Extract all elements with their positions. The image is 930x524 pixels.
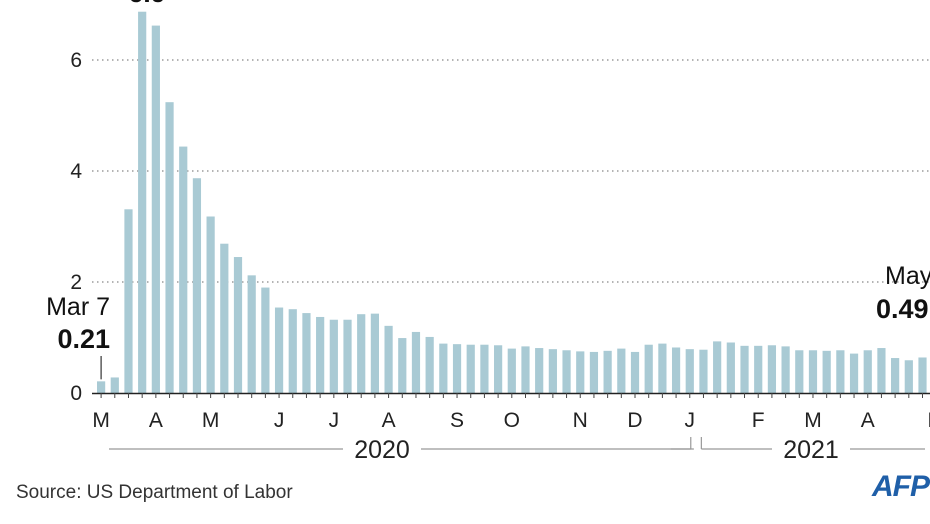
month-label-11: F: [752, 409, 765, 432]
bar-30: [507, 348, 516, 393]
month-label-0: M: [92, 409, 110, 432]
bar-1: [110, 377, 119, 393]
month-label-4: J: [329, 409, 340, 432]
bar-52: [808, 350, 818, 393]
bar-38: [617, 348, 626, 393]
bar-27: [466, 344, 475, 393]
grid-layer: 0 2 4 6: [70, 49, 930, 405]
bar-32: [535, 348, 544, 393]
annotation-end-value: 0.49: [876, 294, 929, 324]
bar-45: [713, 341, 722, 393]
bar-49: [767, 345, 777, 393]
bar-50: [781, 346, 790, 393]
bar-59: [904, 360, 913, 393]
bar-43: [685, 349, 694, 393]
bar-3: [138, 11, 147, 394]
bar-15: [302, 313, 311, 393]
y-tick-label-6: 6: [70, 49, 82, 72]
month-label-8: N: [573, 409, 588, 432]
bar-51: [795, 350, 804, 393]
bar-12: [261, 287, 270, 393]
bar-layer: [97, 11, 927, 394]
year-bracket-2021: 2021: [700, 436, 925, 464]
bar-40: [644, 344, 653, 393]
bar-18: [343, 319, 352, 393]
bar-33: [548, 349, 557, 393]
bar-34: [562, 350, 571, 393]
bar-20: [370, 313, 379, 393]
year-label-1: 2021: [783, 436, 839, 464]
bar-8: [206, 216, 215, 393]
month-label-6: S: [450, 409, 464, 432]
bar-7: [192, 178, 202, 393]
y-tick-label-4: 4: [70, 160, 82, 183]
bar-31: [521, 346, 530, 393]
bar-29: [494, 345, 503, 393]
bar-53: [822, 350, 831, 393]
year-label-0: 2020: [354, 436, 410, 464]
bar-44: [699, 349, 708, 393]
month-label-10: J: [685, 409, 696, 432]
bar-25: [439, 343, 448, 393]
annotation-start-date: Mar 7: [46, 293, 110, 321]
month-label-13: A: [861, 409, 875, 432]
bar-60: [918, 357, 927, 393]
y-tick-label-2: 2: [70, 271, 82, 294]
month-label-3: J: [274, 409, 285, 432]
bar-56: [863, 350, 872, 393]
month-label-5: A: [382, 409, 396, 432]
source-note: Source: US Department of Labor: [16, 482, 293, 503]
bar-13: [274, 307, 284, 393]
annotation-start-value: 0.21: [57, 324, 110, 354]
month-label-9: D: [627, 409, 642, 432]
bar-14: [288, 309, 297, 393]
bar-24: [425, 336, 434, 393]
bar-57: [877, 348, 886, 393]
bar-21: [384, 325, 393, 393]
month-label-14: M: [927, 409, 930, 432]
month-label-1: A: [149, 409, 163, 432]
bar-41: [658, 343, 667, 393]
label-layer: 6.9 Mar 7 0.21 May 0.49: [46, 0, 930, 380]
bar-39: [630, 351, 640, 393]
axis-layer: M A M J J A S O N D J F M A M 2020 2021: [92, 392, 930, 464]
bar-22: [398, 338, 407, 393]
bar-54: [836, 350, 845, 393]
bar-17: [329, 319, 338, 393]
bar-37: [603, 350, 612, 393]
bar-2: [124, 209, 133, 393]
y-tick-label-0: 0: [70, 382, 82, 405]
month-label-12: M: [804, 409, 822, 432]
bar-55: [849, 353, 859, 393]
bar-47: [740, 345, 749, 393]
bar-23: [411, 331, 421, 393]
bar-19: [357, 314, 366, 393]
year-bracket-2020: 2020: [109, 436, 694, 464]
bar-9: [220, 243, 229, 393]
bar-5: [165, 102, 174, 394]
bar-26: [452, 344, 462, 393]
bar-10: [233, 257, 243, 393]
bar-58: [891, 358, 900, 393]
bar-16: [316, 316, 325, 393]
afp-logo: AFP: [872, 470, 930, 503]
bar-11: [247, 275, 256, 393]
bar-0: [97, 381, 106, 393]
bar-36: [589, 351, 599, 393]
peak-value-label: 6.9: [128, 0, 166, 8]
month-label-7: O: [504, 409, 520, 432]
bar-6: [179, 146, 188, 393]
bar-4: [151, 25, 160, 394]
annotation-end-date: May: [885, 262, 930, 290]
bar-42: [671, 347, 681, 393]
bar-48: [754, 345, 763, 393]
month-label-2: M: [202, 409, 220, 432]
bar-46: [726, 342, 735, 393]
bar-28: [480, 344, 489, 393]
bar-35: [576, 351, 585, 393]
